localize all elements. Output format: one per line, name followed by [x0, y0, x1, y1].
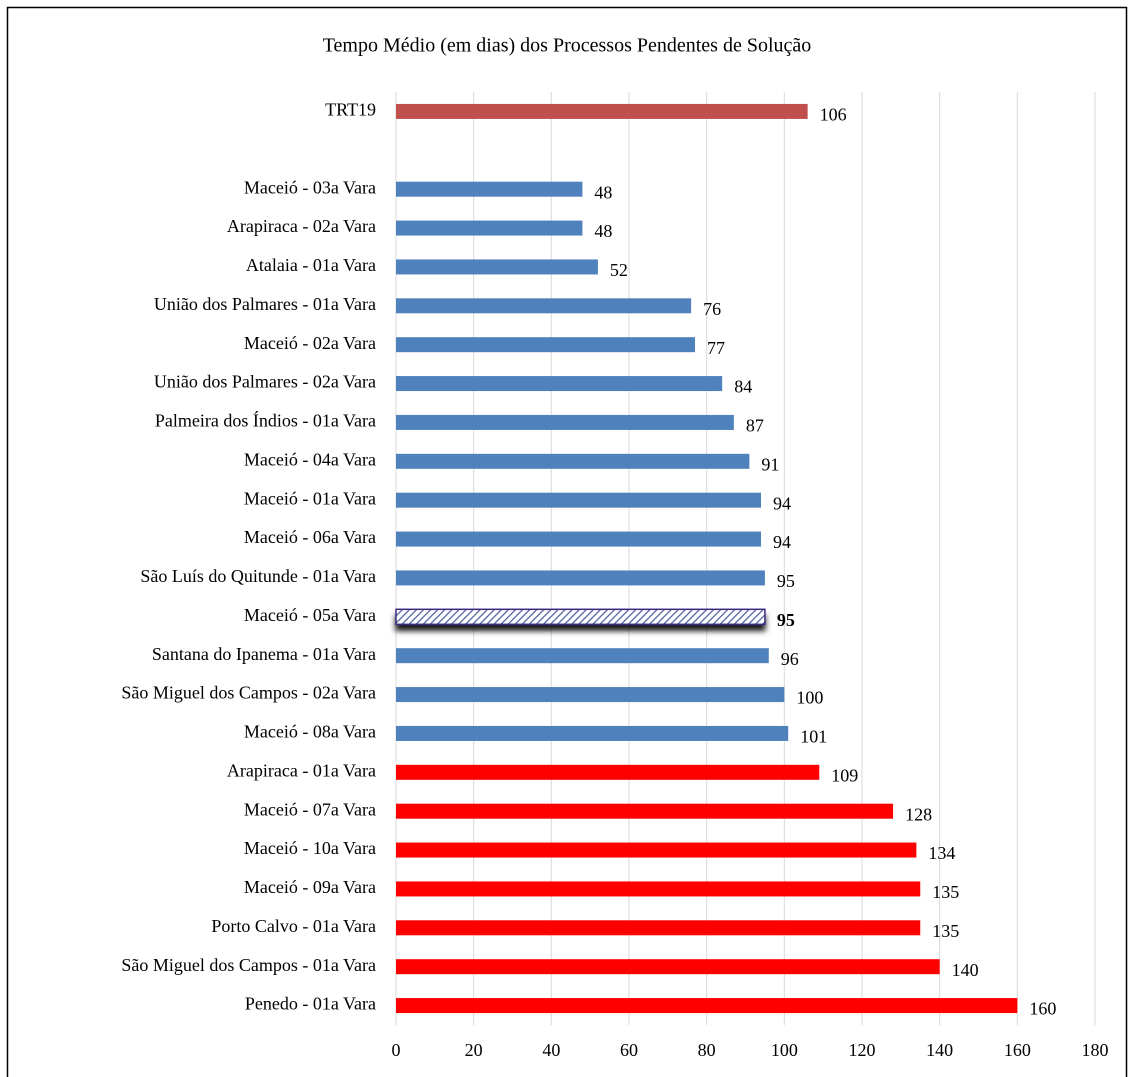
- y-tick-label: São Luís do Quitunde - 01a Vara: [140, 566, 376, 586]
- y-tick-label: Maceió - 03a Vara: [244, 177, 376, 197]
- value-label: 96: [781, 649, 799, 669]
- y-tick-label: Porto Calvo - 01a Vara: [211, 916, 376, 936]
- chart-title: Tempo Médio (em dias) dos Processos Pend…: [323, 35, 812, 57]
- value-label: 140: [952, 960, 979, 980]
- x-tick-label: 40: [542, 1040, 560, 1060]
- bar: [396, 687, 785, 703]
- y-tick-label: Maceió - 02a Vara: [244, 333, 376, 353]
- value-label: 77: [707, 338, 725, 358]
- value-label: 134: [928, 843, 955, 863]
- bar: [396, 803, 894, 819]
- y-tick-label: São Miguel dos Campos - 02a Vara: [121, 683, 376, 703]
- x-tick-label: 80: [698, 1040, 716, 1060]
- frame: [6, 6, 1128, 1077]
- value-label: 48: [594, 182, 612, 202]
- bar: [396, 453, 750, 469]
- y-tick-label: Arapiraca - 02a Vara: [227, 216, 376, 236]
- bar: [396, 842, 917, 858]
- value-label: 128: [905, 804, 932, 824]
- bar: [396, 220, 583, 236]
- value-label: 91: [761, 454, 779, 474]
- x-tick-label: 160: [1004, 1040, 1031, 1060]
- y-tick-label: União dos Palmares - 01a Vara: [154, 294, 376, 314]
- value-label: 100: [796, 688, 823, 708]
- value-label: 135: [932, 882, 959, 902]
- value-label: 101: [800, 727, 827, 747]
- x-tick-label: 20: [465, 1040, 483, 1060]
- y-tick-label: Atalaia - 01a Vara: [246, 255, 376, 275]
- value-label: 95: [777, 610, 795, 630]
- bar: [396, 298, 692, 314]
- value-label: 94: [773, 532, 791, 552]
- bar: [396, 998, 1018, 1014]
- value-label: 76: [703, 299, 721, 319]
- bar: [396, 881, 921, 897]
- y-tick-label: Maceió - 04a Vara: [244, 449, 376, 469]
- bar: [396, 492, 762, 508]
- bar: [396, 570, 765, 586]
- value-label: 48: [594, 221, 612, 241]
- bar: [396, 414, 734, 430]
- value-label: 135: [932, 921, 959, 941]
- y-tick-label: Maceió - 05a Vara: [244, 605, 376, 625]
- y-tick-label: Maceió - 06a Vara: [244, 527, 376, 547]
- x-tick-label: 60: [620, 1040, 638, 1060]
- y-tick-label: São Miguel dos Campos - 01a Vara: [121, 955, 376, 975]
- bar: [396, 531, 762, 547]
- y-tick-label: Penedo - 01a Vara: [245, 994, 376, 1014]
- value-label: 160: [1029, 999, 1056, 1019]
- value-label: 52: [610, 260, 628, 280]
- bar: [396, 337, 696, 353]
- value-label: 106: [820, 105, 847, 125]
- bar: [396, 764, 820, 780]
- y-tick-label: Maceió - 01a Vara: [244, 488, 376, 508]
- bar: [395, 608, 766, 626]
- x-tick-label: 0: [392, 1040, 401, 1060]
- y-tick-label: Santana do Ipanema - 01a Vara: [152, 644, 376, 664]
- value-label: 109: [831, 765, 858, 785]
- y-tick-label: União dos Palmares - 02a Vara: [154, 372, 376, 392]
- bar: [396, 920, 921, 936]
- y-tick-label: Maceió - 10a Vara: [244, 838, 376, 858]
- x-tick-label: 140: [926, 1040, 953, 1060]
- y-tick-label: Palmeira dos Índios - 01a Vara: [155, 410, 376, 431]
- value-label: 84: [734, 377, 752, 397]
- bar: [396, 181, 583, 197]
- value-label: 95: [777, 571, 795, 591]
- y-tick-label: Maceió - 07a Vara: [244, 799, 376, 819]
- y-tick-label: Arapiraca - 01a Vara: [227, 760, 376, 780]
- value-label: 94: [773, 493, 791, 513]
- bar: [396, 959, 940, 975]
- bar: [396, 259, 598, 275]
- y-tick-label: Maceió - 08a Vara: [244, 722, 376, 742]
- x-tick-label: 120: [849, 1040, 876, 1060]
- bar: [396, 725, 789, 741]
- x-tick-label: 100: [771, 1040, 798, 1060]
- bar: [396, 103, 808, 119]
- y-tick-label: TRT19: [325, 100, 376, 120]
- bar: [396, 648, 769, 664]
- x-tick-label: 180: [1082, 1040, 1109, 1060]
- bar: [396, 376, 723, 392]
- y-tick-label: Maceió - 09a Vara: [244, 877, 376, 897]
- value-label: 87: [746, 416, 764, 436]
